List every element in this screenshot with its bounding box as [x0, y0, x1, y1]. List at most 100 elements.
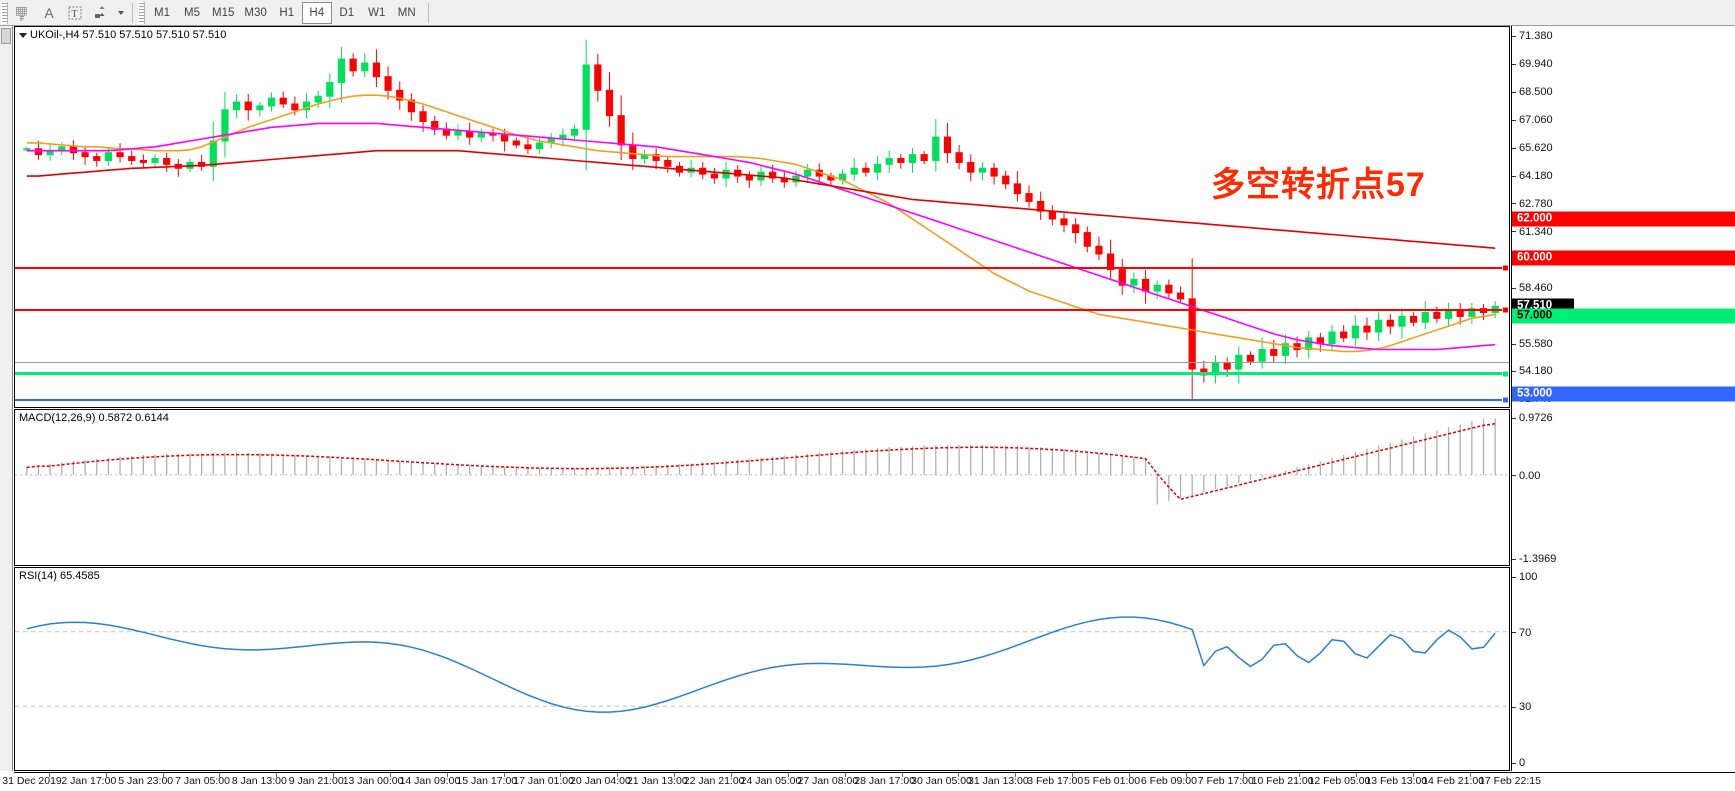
time-tick-16: 30 Jan 05:00: [911, 775, 972, 787]
macd-pane[interactable]: MACD(12,26,9) 0.5872 0.6144: [14, 409, 1510, 566]
time-tick-14: 27 Jan 08:00: [797, 775, 859, 787]
text-label-icon[interactable]: A: [44, 4, 54, 21]
price-tick-58.460: 58.460: [1512, 282, 1553, 294]
price-tick-55.580: 55.580: [1512, 338, 1553, 350]
time-tick-mark-4: [219, 773, 221, 777]
time-tick-mark-18: [1015, 773, 1017, 777]
time-tick-mark-13: [731, 773, 732, 777]
time-tick-mark-25: [1413, 773, 1415, 777]
level-line-62[interactable]: [15, 264, 1509, 272]
toolbar-grip-2[interactable]: [138, 1, 145, 24]
text-box-icon[interactable]: T: [62, 2, 88, 24]
time-tick-mark-5: [276, 773, 278, 777]
price-label-57.000[interactable]: 57.000: [1512, 308, 1735, 324]
time-tick-25: 14 Feb 21:00: [1422, 775, 1485, 787]
time-tick-mark-1: [48, 773, 50, 777]
rsi-tick-30: 30: [1512, 701, 1531, 713]
time-tick-20: 6 Feb 09:00: [1140, 775, 1197, 787]
time-tick-24: 13 Feb 13:00: [1365, 775, 1428, 787]
macd-tick-0.00: 0.00: [1512, 470, 1540, 482]
macd-pane-label: MACD(12,26,9) 0.5872 0.6144: [19, 412, 169, 424]
collapse-triangle-icon[interactable]: [19, 32, 27, 38]
time-tick-mark-12: [674, 773, 676, 777]
timeframe-m1[interactable]: M1: [154, 6, 170, 19]
time-tick-13: 24 Jan 05:00: [740, 775, 802, 787]
time-tick-mark-17: [958, 773, 960, 777]
rsi-tick-100: 100: [1512, 571, 1537, 583]
macd-tick--1.3969: -1.3969: [1512, 553, 1556, 565]
time-axis[interactable]: 31 Dec 2019 2 Jan 17:00 5 Jan 23:00 7 Jan 0…: [2, 772, 1735, 791]
timeframe-h1[interactable]: H1: [279, 6, 295, 19]
timeframe-m15[interactable]: M15: [212, 6, 235, 19]
time-tick-mark-6: [333, 773, 335, 777]
time-tick-mark-26: [1470, 773, 1471, 777]
time-tick-mark-20: [1128, 773, 1130, 777]
level-handle-60[interactable]: [1502, 306, 1509, 314]
level-handle-62[interactable]: [1502, 264, 1509, 272]
price-pane[interactable]: UKOil-,H4 57.510 57.510 57.510 57.510 多空…: [14, 26, 1510, 408]
time-tick-17: 31 Jan 13:00: [968, 775, 1029, 787]
time-tick-mark-15: [844, 773, 846, 777]
price-axis[interactable]: 71.380 69.940 68.500 67.060 65.620 64.180 62.7…: [1511, 26, 1735, 771]
toolbar-grip-1[interactable]: [1, 1, 8, 24]
price-chart-canvas: [23, 39, 1499, 400]
rsi-tick-0: 0: [1512, 757, 1525, 769]
toolbar-separator-2: [427, 2, 429, 23]
timeframe-w1[interactable]: W1: [368, 6, 386, 19]
rsi-pane-label: RSI(14) 65.4585: [19, 570, 100, 582]
time-tick-mark-2: [105, 773, 107, 777]
price-label-53.000[interactable]: 53.000: [1512, 386, 1735, 402]
objects-icon[interactable]: [88, 2, 114, 24]
timeframe-m30[interactable]: M30: [244, 6, 267, 19]
level-line-53[interactable]: [15, 396, 1509, 404]
time-tick-mark-23: [1299, 773, 1301, 777]
scrollbar-thumb[interactable]: [1, 28, 11, 44]
timeframe-d1[interactable]: D1: [339, 6, 355, 19]
time-tick-6: 13 Jan 00:00: [342, 775, 404, 787]
price-tick-61.340: 61.340: [1512, 226, 1553, 238]
time-tick-19: 5 Feb 01:00: [1084, 775, 1141, 787]
price-tick-71.380: 71.380: [1512, 30, 1553, 42]
time-tick-3: 7 Jan 05:00: [175, 775, 230, 787]
macd-canvas: [15, 418, 1509, 505]
price-tick-62.780: 62.780: [1512, 198, 1553, 210]
price-label-60.000[interactable]: 60.000: [1512, 250, 1735, 266]
macd-tick-0.9726: 0.9726: [1512, 412, 1553, 424]
time-tick-4: 8 Jan 13:00: [231, 775, 287, 787]
svg-text:T: T: [72, 9, 78, 20]
time-tick-8: 15 Jan 17:00: [456, 775, 518, 787]
time-tick-mark-3: [162, 773, 164, 777]
time-tick-7: 14 Jan 09:00: [399, 775, 461, 787]
price-label-62.000[interactable]: 62.000: [1512, 211, 1735, 227]
svg-text:F: F: [20, 16, 24, 21]
time-tick-mark-21: [1185, 773, 1187, 777]
price-tick-65.620: 65.620: [1512, 142, 1553, 154]
timeframe-h4[interactable]: H4: [301, 1, 332, 24]
time-tick-11: 21 Jan 13:00: [626, 775, 688, 787]
level-line-57[interactable]: [15, 370, 1509, 377]
toolbar-separator: [132, 2, 133, 23]
level-handle-53[interactable]: [1502, 396, 1509, 404]
time-tick-5: 9 Jan 21:00: [288, 775, 344, 787]
time-tick-9: 17 Jan 01:00: [513, 775, 574, 787]
objects-dropdown-icon[interactable]: [114, 2, 128, 24]
rsi-canvas: [15, 616, 1509, 713]
level-line-bid: [15, 362, 1509, 363]
time-tick-mark-14: [787, 773, 789, 777]
crosshair-grid-icon[interactable]: F: [10, 2, 36, 24]
time-tick-2: 5 Jan 23:00: [118, 775, 174, 787]
toolbar: F A T M1 M5 M15 M30 H1 H4 D1 W1 MN: [0, 0, 1735, 26]
timeframe-mn[interactable]: MN: [397, 6, 416, 19]
time-tick-23: 12 Feb 05:00: [1308, 775, 1371, 787]
level-handle-57[interactable]: [1502, 370, 1509, 377]
chart-area: UKOil-,H4 57.510 57.510 57.510 57.510 多空…: [0, 26, 1735, 791]
vertical-scrollbar[interactable]: [0, 26, 13, 771]
level-line-60[interactable]: [15, 306, 1509, 314]
time-tick-mark-8: [446, 773, 448, 777]
rsi-pane[interactable]: RSI(14) 65.4585: [14, 567, 1510, 771]
timeframe-m5[interactable]: M5: [184, 6, 200, 19]
time-tick-mark-24: [1356, 773, 1358, 777]
time-tick-mark-19: [1072, 773, 1074, 777]
price-pane-label: UKOil-,H4 57.510 57.510 57.510 57.510: [19, 29, 226, 41]
